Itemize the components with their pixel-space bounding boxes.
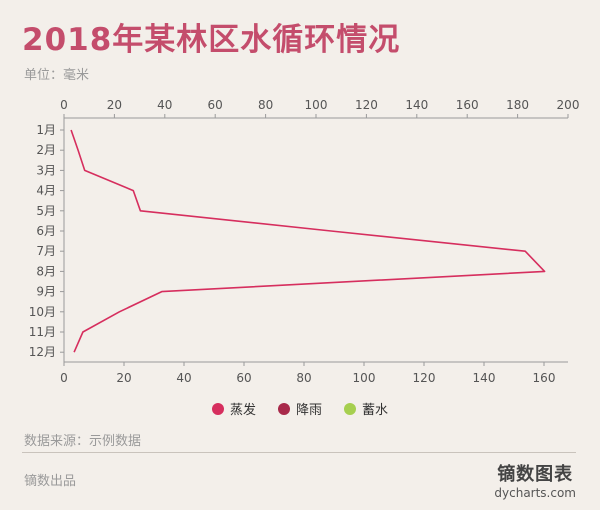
bottom-axis-tick-label: 140 (473, 371, 496, 385)
bottom-axis-tick-label: 0 (60, 371, 68, 385)
unit-label: 单位：毫米 (24, 68, 90, 83)
top-axis: 0 20 40 60 80 100 120 140 160 180 200 (60, 98, 580, 119)
series-line-蒸发 (70, 129, 546, 353)
legend-swatch (344, 402, 356, 415)
top-axis-tick-label: 100 (305, 98, 328, 112)
brand-logo: 镝数图表 dycharts.com (494, 460, 576, 500)
top-axis-tick-label: 40 (157, 98, 172, 112)
data-source: 数据来源：示例数据 (24, 434, 142, 449)
month-axis-label: 7月 (36, 244, 56, 258)
legend-item[interactable]: 蓄水 (344, 399, 388, 418)
month-axis-label: 3月 (36, 163, 56, 177)
bottom-axis-tick-label: 160 (533, 371, 556, 385)
month-axis-label: 2月 (36, 143, 56, 157)
legend-swatch (211, 402, 224, 415)
bottom-axis-tick-label: 40 (176, 371, 191, 385)
footer-divider (22, 452, 576, 453)
bottom-axis-tick-label: 120 (413, 371, 436, 385)
legend-swatch (277, 402, 290, 415)
month-axis-label: 5月 (36, 204, 56, 218)
chart-title: 2018年某林区水循环情况 (22, 22, 401, 58)
top-axis-tick-label: 20 (107, 98, 122, 112)
top-axis-tick-label: 120 (355, 98, 378, 112)
brand-name: 镝数图表 (497, 464, 574, 485)
top-axis-tick-label: 60 (208, 98, 223, 112)
footer-credit: 镝数出品 (24, 474, 77, 489)
legend-label: 降雨 (295, 403, 322, 418)
top-axis-tick-label: 160 (456, 98, 479, 112)
bottom-axis: 0 20 40 60 80 100 120 140 160 (60, 361, 568, 385)
series-layer (70, 129, 546, 353)
legend: 蒸发 降雨 蓄水 (0, 399, 600, 418)
top-axis-tick-label: 80 (258, 98, 273, 112)
bottom-axis-tick-label: 20 (116, 371, 131, 385)
top-axis-tick-label: 140 (405, 98, 428, 112)
top-axis-tick-label: 0 (60, 98, 68, 112)
month-axis-label: 4月 (36, 184, 56, 198)
month-axis-label: 6月 (36, 224, 56, 238)
legend-item[interactable]: 降雨 (277, 399, 322, 418)
bottom-axis-tick-label: 80 (296, 371, 311, 385)
top-axis-tick-label: 200 (557, 98, 580, 112)
legend-item[interactable]: 蒸发 (211, 399, 256, 418)
bottom-axis-tick-label: 60 (236, 371, 251, 385)
month-axis-label: 12月 (29, 345, 56, 359)
brand-url: dycharts.com (494, 486, 576, 500)
month-axis-label: 11月 (29, 325, 56, 339)
legend-label: 蓄水 (362, 403, 389, 418)
month-axis-label: 9月 (36, 285, 56, 299)
month-axis-label: 1月 (36, 123, 56, 137)
bottom-axis-tick-label: 100 (353, 371, 376, 385)
month-axis-label: 8月 (36, 264, 56, 278)
month-axis: 1月 2月 3月 4月 5月 6月 7月 8月 9月 10月 11月 12月 (29, 118, 65, 362)
top-axis-tick-label: 180 (506, 98, 529, 112)
legend-label: 蒸发 (229, 403, 256, 418)
month-axis-label: 10月 (29, 305, 56, 319)
